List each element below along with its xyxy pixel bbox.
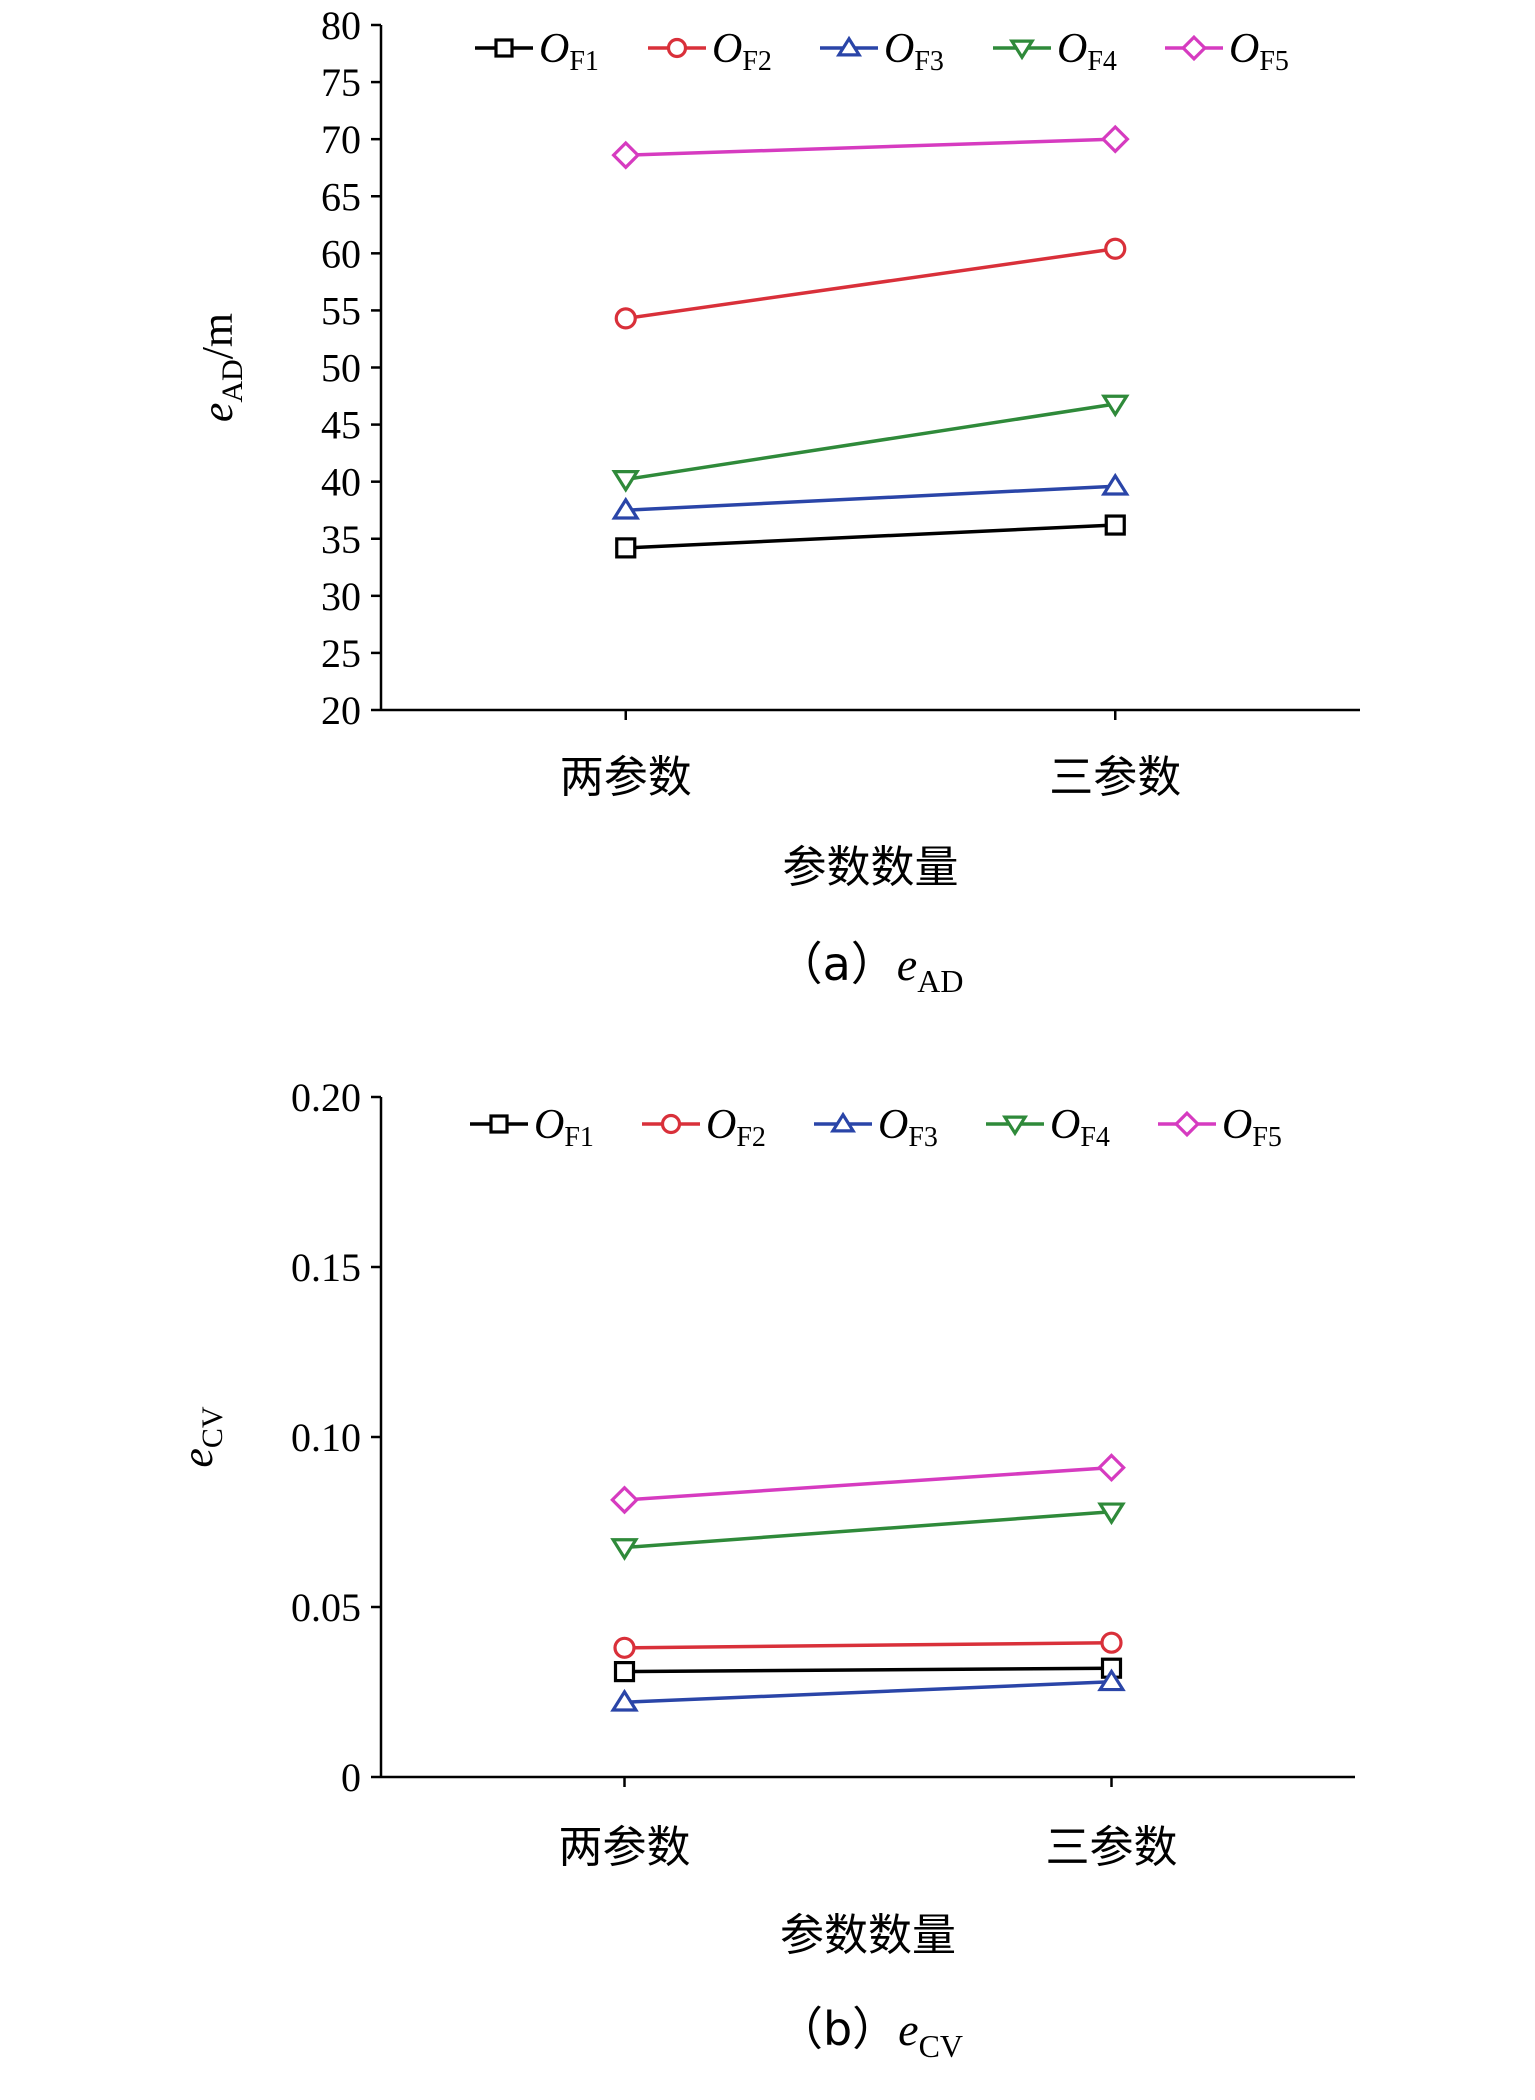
- series-point-F5: [610, 1485, 639, 1515]
- y-axis-title: eCV: [173, 1406, 229, 1468]
- y-tick-label: 0.20: [291, 1075, 361, 1120]
- y-tick-label: 55: [321, 288, 361, 333]
- legend-entry-F4: OF4: [1057, 26, 1117, 77]
- y-tick-label: 0: [341, 1755, 361, 1800]
- series-line-F4: [625, 402, 1116, 482]
- series-line-F2: [625, 247, 1116, 321]
- legend-swatch-marker: [1173, 1110, 1201, 1138]
- series-point-F1: [613, 1660, 636, 1683]
- legend-swatch-marker: [1001, 1115, 1029, 1137]
- y-tick-label: 70: [321, 117, 361, 162]
- y-tick-label: 80: [321, 3, 361, 48]
- series-point-F5: [1100, 124, 1130, 154]
- y-tick-label: 45: [321, 403, 361, 448]
- legend-swatch-marker: [666, 37, 688, 59]
- series-point-F3: [610, 1688, 639, 1712]
- legend-entry-F5: OF5: [1229, 26, 1289, 77]
- y-tick-label: 30: [321, 574, 361, 619]
- y-tick-label: 25: [321, 631, 361, 676]
- legend-swatch-marker: [1008, 39, 1036, 61]
- series-point-F4: [1100, 394, 1130, 418]
- legend-swatch-marker: [494, 38, 514, 58]
- legend-swatch-marker: [489, 1114, 509, 1134]
- legend-entry-F5: OF5: [1222, 1102, 1282, 1153]
- series-point-F2: [614, 307, 637, 330]
- series-point-F5: [611, 140, 641, 170]
- series-line-F3: [625, 484, 1116, 512]
- y-axis-title: eAD/m: [193, 313, 249, 422]
- y-tick-label: 40: [321, 460, 361, 505]
- legend-entry-F3: OF3: [884, 26, 944, 77]
- series-point-F1: [1104, 514, 1126, 536]
- y-tick-label: 0.10: [291, 1415, 361, 1460]
- legend-swatch-marker: [1180, 34, 1208, 62]
- series-point-F3: [1097, 1668, 1126, 1692]
- y-tick-label: 60: [321, 231, 361, 276]
- figure-caption: （b）eCV: [777, 2002, 963, 2064]
- y-tick-label: 50: [321, 346, 361, 391]
- series-line-F4: [624, 1510, 1112, 1550]
- series-point-F1: [615, 537, 637, 559]
- series-line-F5: [625, 137, 1116, 157]
- series-line-F3: [624, 1680, 1112, 1704]
- series-point-F4: [610, 1538, 639, 1561]
- figure-caption: （a）eAD: [777, 937, 964, 999]
- legend-entry-F2: OF2: [706, 1102, 766, 1153]
- x-category-label: 两参数: [559, 1822, 691, 1873]
- x-category-label: 三参数: [1046, 1822, 1178, 1873]
- y-tick-label: 65: [321, 174, 361, 219]
- legend-entry-F4: OF4: [1050, 1102, 1110, 1153]
- legend-entry-F1: OF1: [539, 26, 599, 77]
- series-point-F4: [1097, 1502, 1126, 1526]
- x-axis-title: 参数数量: [783, 842, 959, 893]
- y-tick-label: 0.05: [291, 1585, 361, 1630]
- series-line-F1: [624, 1666, 1112, 1674]
- y-tick-label: 35: [321, 517, 361, 562]
- legend-entry-F2: OF2: [712, 26, 772, 77]
- series-point-F3: [611, 496, 641, 520]
- series-point-F5: [1097, 1453, 1126, 1483]
- legend-swatch-marker: [660, 1113, 682, 1135]
- legend-swatch-marker: [829, 1111, 857, 1133]
- legend-entry-F3: OF3: [878, 1102, 938, 1153]
- series-point-F3: [1100, 472, 1130, 496]
- series-line-F5: [624, 1465, 1112, 1502]
- x-category-label: 两参数: [560, 752, 692, 803]
- y-tick-label: 20: [321, 688, 361, 733]
- series-point-F2: [613, 1636, 636, 1659]
- x-axis-title: 参数数量: [780, 1910, 956, 1961]
- series-point-F2: [1104, 237, 1127, 260]
- y-tick-label: 75: [321, 60, 361, 105]
- x-category-label: 三参数: [1049, 752, 1181, 803]
- series-line-F2: [624, 1640, 1112, 1650]
- legend-entry-F1: OF1: [534, 1102, 594, 1153]
- y-tick-label: 0.15: [291, 1245, 361, 1290]
- series-point-F4: [611, 470, 641, 493]
- series-point-F2: [1100, 1631, 1123, 1654]
- series-line-F1: [625, 523, 1116, 550]
- legend-swatch-marker: [835, 35, 863, 57]
